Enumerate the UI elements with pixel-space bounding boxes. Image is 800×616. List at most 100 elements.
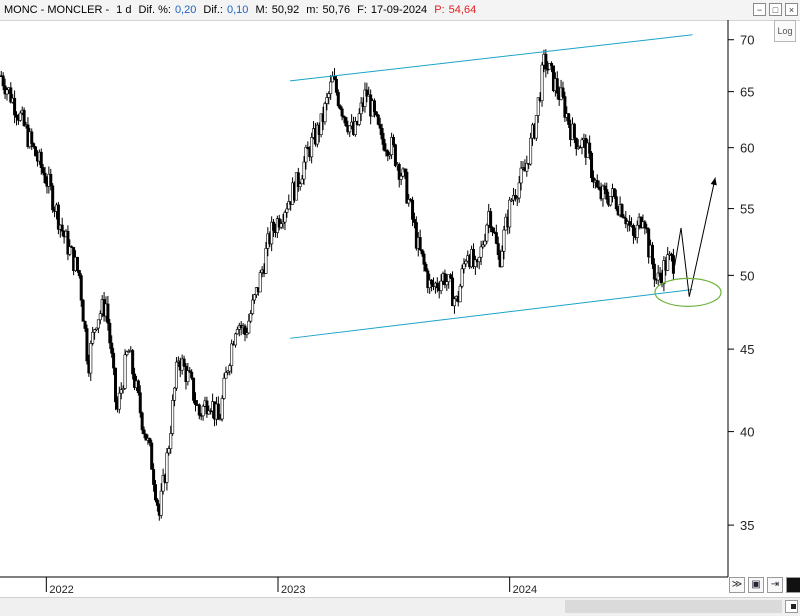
candle-body	[39, 151, 43, 168]
horizontal-scrollbar[interactable]	[0, 597, 800, 616]
x-axis-ticks: 2022 2023 2024	[45, 577, 537, 596]
maximize-button[interactable]: □	[769, 3, 782, 16]
candle-body	[513, 195, 517, 199]
candle-body	[388, 154, 392, 157]
candle-body	[310, 137, 314, 158]
candlestick-series	[0, 49, 675, 521]
price-value: 54,64	[448, 4, 477, 16]
candle-body	[491, 227, 495, 233]
candle-body	[230, 343, 234, 366]
candle-body	[407, 199, 411, 204]
candle-body	[420, 249, 424, 255]
candle-body	[510, 199, 514, 202]
candle-body	[30, 131, 34, 144]
candle-body	[458, 285, 462, 303]
candle-body	[108, 322, 112, 344]
candle-body	[344, 117, 348, 126]
candle-body	[264, 248, 268, 274]
candle-body	[612, 188, 616, 197]
candle-body	[251, 299, 255, 314]
candle-body	[572, 123, 576, 139]
candle-body	[144, 433, 148, 441]
close-button[interactable]: ×	[785, 3, 798, 16]
candle-body	[154, 484, 158, 501]
candle-body	[451, 277, 455, 307]
candle-body	[502, 229, 506, 252]
candle-body	[93, 329, 97, 333]
collapse-icon[interactable]: ≫	[729, 577, 745, 593]
candle-body	[49, 173, 53, 187]
channel-lower-line[interactable]	[289, 288, 693, 339]
candle-body	[591, 177, 595, 183]
scroll-end-button[interactable]	[785, 600, 798, 613]
candle-body	[22, 109, 26, 126]
candle-body	[43, 172, 47, 184]
ticker-label: MONC - MONCLER -	[4, 4, 110, 16]
pct-change-value: 0,20	[174, 4, 197, 16]
support-ellipse[interactable]	[654, 277, 722, 307]
color-swatch-icon[interactable]	[786, 577, 800, 593]
candle-body	[590, 152, 594, 179]
date-label: F:	[357, 4, 367, 16]
projection-arrow-path[interactable]	[674, 177, 716, 297]
candle-body	[334, 78, 338, 93]
candle-body	[540, 64, 544, 101]
candle-body	[517, 182, 521, 199]
save-icon[interactable]: ▣	[748, 577, 764, 593]
candle-body	[353, 121, 357, 135]
candle-body	[357, 113, 361, 125]
channel-upper-line[interactable]	[290, 34, 693, 82]
candle-body	[32, 143, 36, 148]
candle-body	[94, 327, 98, 330]
candle-body	[601, 185, 605, 200]
candle-body	[283, 212, 287, 223]
candle-body	[98, 313, 102, 321]
candle-body	[81, 299, 85, 322]
candle-body	[91, 331, 95, 344]
candle-body	[110, 342, 114, 354]
candle-body	[551, 65, 555, 91]
candle-body	[148, 438, 152, 444]
change-label: Dif.:	[203, 4, 223, 16]
price-label: P:	[434, 4, 445, 16]
candle-body	[279, 223, 283, 228]
candle-body	[603, 185, 607, 190]
candle-body	[393, 144, 397, 167]
candle-body	[671, 255, 675, 274]
candle-body	[131, 350, 135, 375]
candle-body	[243, 325, 247, 335]
candle-body	[479, 246, 483, 258]
candle-body	[121, 388, 125, 390]
minimize-button[interactable]: −	[753, 3, 766, 16]
candle-body	[548, 63, 552, 70]
candle-body	[477, 256, 481, 263]
candle-body	[374, 111, 378, 116]
candle-body	[332, 76, 336, 80]
log-scale-button[interactable]: Log	[774, 20, 796, 42]
scroll-thumb[interactable]	[565, 600, 782, 613]
candle-body	[233, 333, 237, 346]
pct-change-label: Dif. %:	[138, 4, 171, 16]
candle-body	[544, 53, 548, 70]
candle-body	[192, 377, 196, 401]
x-tick-label: 2022	[49, 584, 73, 596]
pin-icon[interactable]: ⇥	[767, 577, 783, 593]
low-label: m:	[306, 4, 319, 16]
high-value: 50,92	[271, 4, 300, 16]
candle-body	[68, 246, 72, 255]
candle-body	[666, 254, 670, 271]
candle-body	[182, 358, 186, 367]
candle-body	[445, 281, 449, 286]
chart-header: MONC - MONCLER - 1 d Dif. %: 0,20 Dif.: 0,…	[0, 0, 800, 21]
candle-body	[112, 352, 116, 369]
candle-body	[127, 351, 131, 353]
candle-body	[296, 172, 300, 187]
candle-body	[216, 403, 220, 420]
candle-body	[496, 243, 500, 255]
y-tick-label: 65	[740, 85, 754, 100]
price-chart[interactable]: 35 40 45 50 55 60 65 70 2022 2023 2024	[0, 20, 800, 597]
candle-body	[15, 114, 19, 118]
candle-body	[83, 320, 87, 329]
candle-body	[302, 161, 306, 180]
candle-body	[405, 171, 409, 204]
